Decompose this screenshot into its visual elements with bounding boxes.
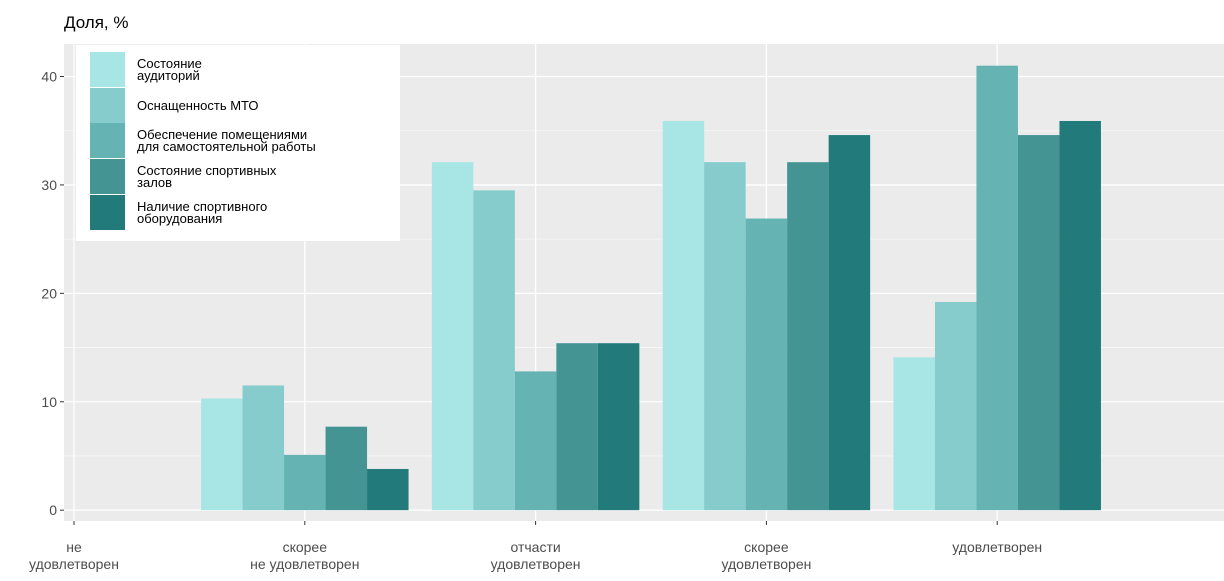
bar [828, 135, 871, 511]
bar [325, 426, 368, 511]
bar [893, 357, 935, 511]
legend-key [90, 52, 125, 87]
x-tick-label: скорее удовлетворен [721, 539, 811, 572]
y-tick-label: 40 [41, 69, 57, 85]
x-tick-label: не удовлетворен [29, 539, 119, 572]
bar [514, 371, 557, 511]
y-tick-label: 10 [41, 394, 57, 410]
bar [1017, 135, 1060, 511]
bar [556, 343, 598, 511]
bar [284, 454, 326, 511]
legend-key [90, 123, 125, 158]
legend-key [90, 159, 125, 194]
y-tick-label: 20 [41, 285, 57, 301]
bar [242, 385, 285, 511]
legend-label: Обеспечение помещениями для самостоятельн… [137, 127, 316, 154]
legend-label: Состояние спортивных залов [137, 163, 277, 190]
legend-label: Состояние аудиторий [137, 56, 202, 83]
legend-label: Наличие спортивного оборудования [137, 199, 267, 226]
legend-box [76, 45, 400, 241]
bar [787, 162, 829, 511]
legend: Состояние аудиторий Оснащенность МТО Обеспе… [76, 45, 400, 241]
legend-label: Оснащенность МТО [137, 98, 259, 113]
bar [473, 190, 515, 511]
bar [745, 218, 788, 511]
y-tick-label: 30 [41, 177, 57, 193]
bars-group [201, 65, 1101, 511]
x-tick-label: скорее не удовлетворен [250, 539, 359, 572]
bar [597, 343, 640, 511]
legend-key [90, 195, 125, 230]
y-axis: 0 10 20 30 40 [41, 69, 64, 518]
bar [934, 302, 977, 511]
y-tick-label: 0 [49, 502, 57, 518]
bar [201, 398, 243, 511]
y-axis-title: Доля, % [64, 13, 128, 32]
bar [662, 120, 705, 511]
x-axis: не удовлетворен скорее не удовлетворен отчас… [29, 521, 1042, 572]
x-tick-label: удовлетворен [952, 539, 1042, 555]
legend-key [90, 88, 125, 123]
x-tick-label: отчасти удовлетворен [491, 539, 581, 572]
bar [367, 468, 409, 511]
bar [704, 162, 746, 511]
bar [976, 65, 1018, 511]
bar [431, 162, 474, 511]
bar [1059, 120, 1101, 511]
